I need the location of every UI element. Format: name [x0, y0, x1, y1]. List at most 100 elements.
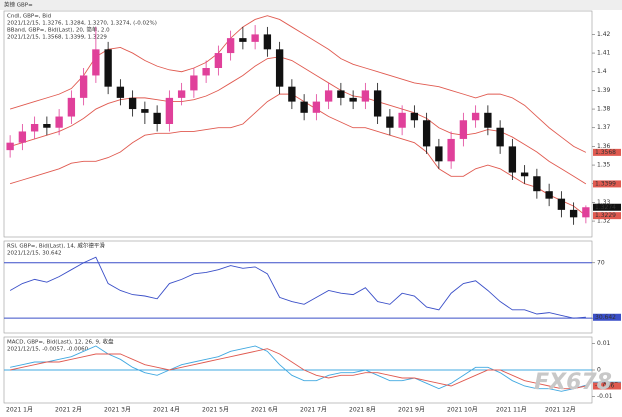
last-price-label: 1.3274 [595, 204, 616, 211]
y-tick-label: 1.35 [597, 162, 611, 169]
x-tick-label: 2021 8月 [349, 407, 376, 414]
candle-body [484, 112, 492, 128]
x-tick-label: 2021 7月 [300, 407, 327, 414]
x-tick-label: 2021 9月 [398, 407, 425, 414]
watermark: FX678 [534, 370, 612, 395]
candle-body [324, 90, 333, 102]
y-tick-label: 1.33 [597, 199, 611, 206]
panel-title: Cndl, GBP=, Bid [7, 14, 51, 20]
series-line [10, 348, 586, 390]
y-tick-label: 1.39 [597, 87, 611, 94]
candle-body [337, 90, 345, 98]
candle-body [275, 49, 284, 87]
candle-body [92, 49, 100, 76]
candle-body [520, 172, 529, 177]
series-line [10, 345, 587, 392]
candle-body [447, 138, 455, 162]
candle-body [496, 127, 504, 147]
x-tick-label: 2021 1月 [6, 407, 33, 414]
candle-body [300, 101, 308, 113]
series-line [9, 256, 586, 319]
last-value-label: 30.642 [595, 314, 616, 321]
x-tick-label: 2021 3月 [104, 407, 131, 414]
panel-subtitle: 2021/12/15, 30.642 [7, 251, 61, 257]
candle-body [386, 116, 394, 128]
candle-body [435, 146, 443, 162]
x-tick-label: 2021 12月 [545, 407, 576, 414]
candle-body [104, 49, 112, 87]
x-tick-label: 2021 4月 [153, 407, 180, 414]
candle-body [214, 53, 223, 68]
candle-body [202, 68, 210, 76]
candle-body [312, 101, 321, 113]
candle-body [190, 75, 198, 91]
y-tick-label: 1.38 [597, 106, 611, 113]
y-tick-label: -0.01 [597, 393, 613, 400]
candle-body [545, 191, 553, 199]
y-tick-label: 1.36 [597, 143, 611, 150]
panel-frame [3, 10, 593, 238]
candle-body [569, 209, 578, 218]
panel-title: RSI, GBP=, Bid(Last), 14, 威尔德平滑 [7, 242, 105, 250]
y-tick-label: 0 [597, 367, 601, 374]
y-tick-label: 1.42 [597, 31, 611, 38]
candle-body [508, 146, 517, 173]
candle-body [226, 38, 235, 54]
candle-body [361, 90, 370, 102]
panel-subtitle: 2021/12/15, 1.3276, 1.3284, 1.3270, 1.32… [7, 21, 157, 27]
candle-body [263, 34, 272, 50]
candle-body [533, 176, 541, 192]
last-value-label: 1.3568 [595, 149, 616, 156]
overlay-title: BBand, GBP=, Bid(Last), 20, 简单, 2.0 [7, 26, 110, 34]
y-tick-label: 1.4 [597, 68, 607, 75]
last-value-box [593, 313, 621, 321]
candle-body [165, 97, 174, 124]
candle-body [128, 97, 137, 110]
overlay-subtitle: 2021/12/15, 1.3568, 1.3399, 1.3229 [7, 35, 107, 41]
x-tick-label: 2021 2月 [55, 407, 82, 414]
x-tick-label: 2021 10月 [447, 407, 478, 414]
y-tick-label: 70 [597, 259, 605, 266]
last-value-box [593, 148, 621, 156]
candle-body [459, 120, 468, 139]
candle-body [79, 75, 88, 98]
candle-body [422, 120, 431, 147]
last-value-box [593, 180, 621, 188]
candle-body [141, 109, 149, 113]
last-value-box [593, 382, 621, 390]
candle-body [30, 124, 39, 132]
panel-title: MACD, GBP=, Bid(Last), 12, 26, 9, 收盘 [7, 338, 114, 346]
last-value-label: 1.3399 [595, 180, 616, 187]
panel-frame [3, 240, 593, 334]
candle-body [288, 86, 296, 102]
candle-body [177, 90, 186, 98]
last-value-label: 1.3229 [595, 212, 616, 219]
candle-body [582, 207, 590, 218]
candle-body [67, 97, 76, 117]
y-tick-label: 1.41 [597, 50, 611, 57]
last-price-box [593, 203, 621, 211]
top-bar [0, 0, 622, 10]
candle-body [410, 112, 419, 121]
x-tick-label: 2021 6月 [251, 407, 278, 414]
candle-body [239, 38, 247, 42]
y-tick-label: 0.01 [597, 340, 611, 347]
candle-body [116, 86, 125, 98]
header: 英镑 GBP= [4, 1, 33, 9]
series-line [9, 93, 587, 217]
candle-body [251, 34, 259, 42]
candle-body [471, 112, 480, 121]
candle-body [55, 116, 63, 128]
series-line [9, 56, 587, 185]
last-value-box [593, 212, 621, 220]
candle-body [557, 198, 566, 210]
y-tick-label: 1.37 [597, 124, 611, 131]
candle-body [398, 112, 406, 128]
y-tick-label: 1.32 [597, 218, 611, 225]
candle-body [43, 124, 51, 128]
candle-body [153, 112, 161, 124]
last-value-label: -0.006 [595, 383, 615, 390]
candle-body [373, 90, 382, 117]
